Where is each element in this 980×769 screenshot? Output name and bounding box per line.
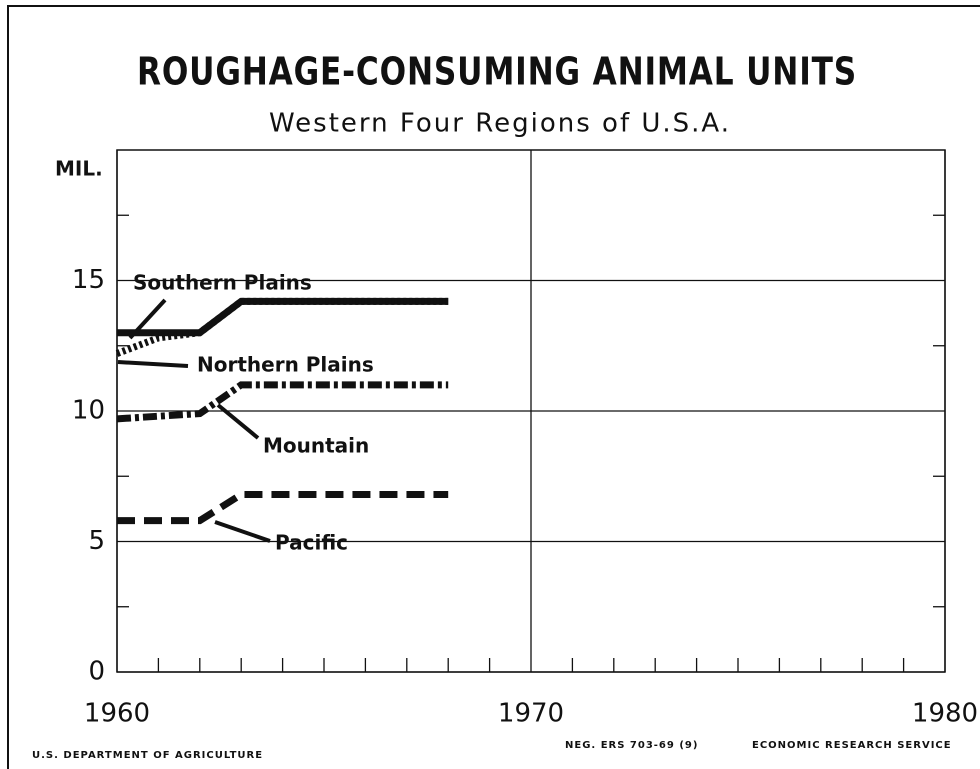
series-label: Pacific — [275, 531, 348, 555]
y-tick-label: 15 — [72, 265, 105, 295]
footer-right: ECONOMIC RESEARCH SERVICE — [752, 740, 952, 751]
chart-subtitle: Western Four Regions of U.S.A. — [269, 109, 731, 139]
series-label: Mountain — [263, 434, 369, 458]
label-leader — [216, 403, 260, 440]
label-leader — [117, 360, 189, 368]
frame — [7, 5, 980, 769]
y-tick-label: 0 — [88, 657, 105, 687]
footer-left: U.S. DEPARTMENT OF AGRICULTURE — [32, 750, 263, 761]
series-line — [115, 297, 449, 357]
series-line — [117, 297, 449, 337]
label-leader — [214, 520, 271, 543]
y-tick-label: 10 — [72, 396, 105, 426]
series-label: Northern Plains — [197, 353, 374, 377]
label-leader — [128, 298, 167, 340]
series-label: Southern Plains — [133, 271, 312, 295]
x-tick-label: 1970 — [498, 699, 564, 729]
y-tick-label: 5 — [88, 526, 105, 556]
series-line — [116, 381, 449, 423]
x-tick-label: 1960 — [84, 699, 150, 729]
x-tick-label: 1980 — [912, 699, 978, 729]
series-line — [117, 491, 449, 525]
chart-title: ROUGHAGE-CONSUMING ANIMAL UNITS — [137, 50, 857, 94]
footer-neg: NEG. ERS 703-69 (9) — [565, 740, 698, 751]
y-axis-label: MIL. — [55, 157, 103, 181]
